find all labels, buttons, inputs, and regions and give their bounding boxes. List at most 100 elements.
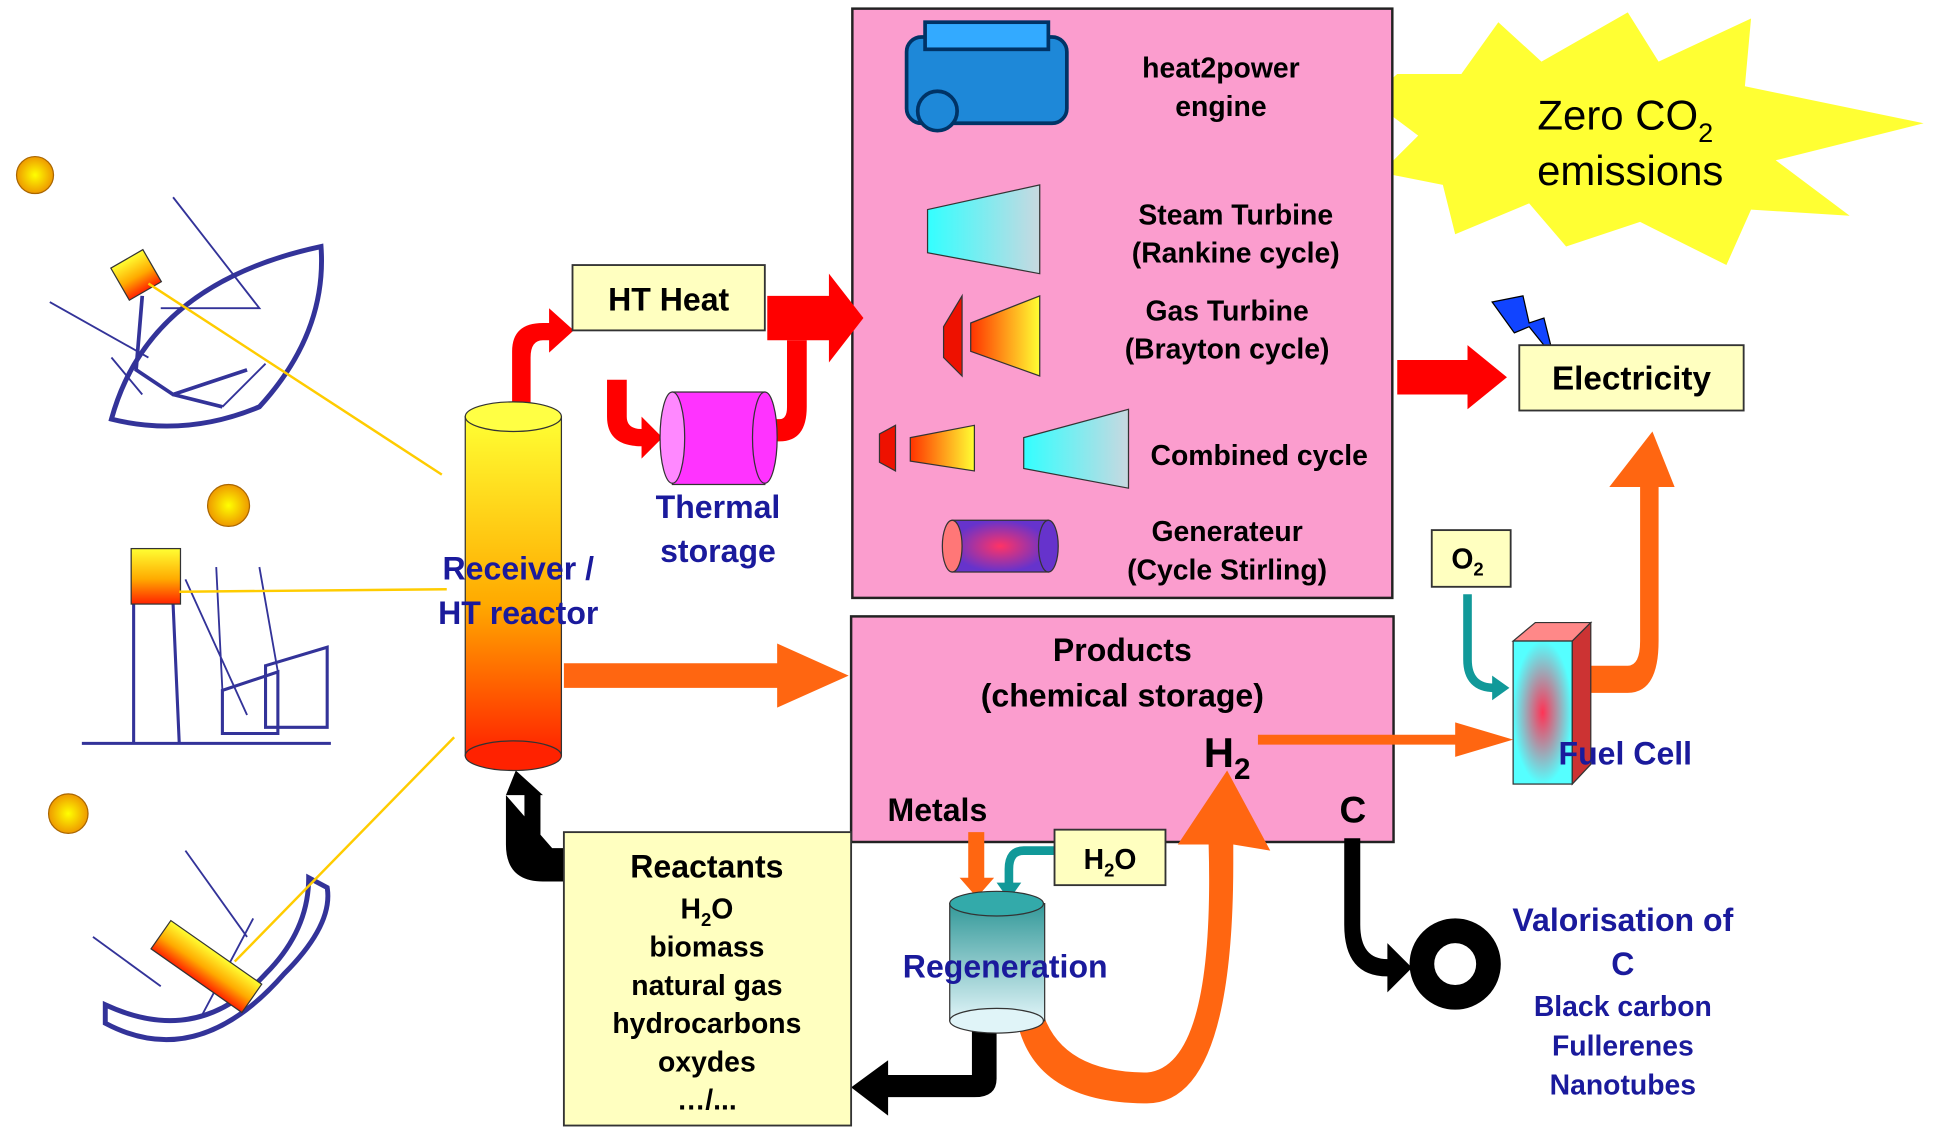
receiver-label: HT reactor xyxy=(438,595,598,631)
shape-part xyxy=(233,736,456,963)
shape-part xyxy=(767,273,864,363)
teal-arrows xyxy=(1004,594,1495,886)
engine-line: engine xyxy=(1175,91,1266,123)
products-label: (chemical storage) xyxy=(981,677,1264,713)
trough-receiver xyxy=(150,919,263,1014)
shape-part xyxy=(1512,640,1573,785)
ht-heat: HT Heat xyxy=(608,282,729,318)
label-part: H xyxy=(680,893,700,925)
shape-part xyxy=(1257,722,1514,757)
shape-part xyxy=(81,603,331,745)
shape-part xyxy=(505,770,566,882)
gas-turbine xyxy=(942,293,1041,378)
h2o-box xyxy=(1053,828,1167,887)
products-label: Products xyxy=(1053,632,1192,668)
valorisation-item: Black carbon xyxy=(1534,991,1712,1023)
shape-part xyxy=(464,401,563,433)
dish-receiver xyxy=(109,248,163,302)
regeneration-vessel xyxy=(949,890,1046,1034)
shape-part xyxy=(206,483,251,528)
engine-line: Combined cycle xyxy=(1150,440,1367,472)
steam-turbine xyxy=(926,184,1041,275)
regeneration-label: Regeneration xyxy=(903,949,1108,985)
tower-receiver xyxy=(130,547,182,605)
black-arrows xyxy=(505,770,1413,1116)
reactants-item: natural gas xyxy=(631,970,782,1002)
electricity-box xyxy=(1518,344,1745,412)
o2: O2 xyxy=(1451,543,1483,579)
thermal-storage xyxy=(659,391,778,486)
shape-part xyxy=(671,391,766,486)
label-part: H xyxy=(1204,729,1234,776)
label-part: 2 xyxy=(1698,117,1713,148)
shape-part xyxy=(563,643,849,708)
valorisation-item: Fullerenes xyxy=(1552,1030,1694,1062)
shape-part xyxy=(751,391,778,484)
shape-part xyxy=(959,832,995,898)
ht-heat-box xyxy=(571,264,766,332)
label-part: 2 xyxy=(1104,860,1114,881)
products-box xyxy=(849,615,1395,844)
product-arrows xyxy=(563,431,1675,1104)
shape-part xyxy=(134,295,248,409)
label-part: 2 xyxy=(1234,753,1250,786)
shape-part xyxy=(942,293,963,378)
shape-part xyxy=(102,873,331,1043)
shape-part xyxy=(951,519,1049,573)
label-part: O xyxy=(1114,844,1136,876)
thermal-storage-label: storage xyxy=(660,533,776,569)
shape-part xyxy=(851,1029,997,1116)
shape-part xyxy=(878,424,897,472)
valorisation-label: C xyxy=(1611,946,1634,982)
valorisation-label: Valorisation of xyxy=(1512,902,1733,938)
engine-line: Steam Turbine xyxy=(1138,199,1333,231)
teal-head xyxy=(1492,675,1510,701)
sun-beams xyxy=(147,282,456,963)
shape-part xyxy=(1397,345,1507,410)
shape-part xyxy=(1344,838,1413,993)
engine-line: heat2power xyxy=(1142,53,1300,85)
shape-part xyxy=(512,308,574,407)
engine-line: Gas Turbine xyxy=(1145,296,1308,328)
carbon-ring xyxy=(1409,918,1501,1010)
engine-line: Generateur xyxy=(1152,516,1303,548)
shape-part xyxy=(941,519,963,573)
o2-box xyxy=(1430,529,1512,588)
shape-part xyxy=(764,340,807,442)
shape-part xyxy=(184,566,279,716)
label-part: Zero CO xyxy=(1537,91,1698,138)
label-part: 2 xyxy=(1473,559,1483,580)
receiver-reactor xyxy=(464,401,563,772)
shape-part xyxy=(915,89,959,133)
shape-part xyxy=(1590,431,1675,693)
shape-part xyxy=(1017,770,1271,1104)
suns xyxy=(15,155,251,834)
shape-part xyxy=(949,903,1046,1022)
zero-co2: Zero CO2 xyxy=(1537,91,1713,147)
shape-part xyxy=(179,588,447,593)
reactants-box xyxy=(562,831,853,1127)
shape-part xyxy=(108,243,324,429)
shape-part xyxy=(1463,594,1495,693)
reactants-item: …/... xyxy=(677,1085,737,1117)
solar-tower xyxy=(81,603,331,745)
engine-line: (Brayton cycle) xyxy=(1125,334,1330,366)
solar-dish xyxy=(108,243,324,429)
reactants-title: Reactants xyxy=(630,849,783,885)
fuel-cell-label: Fuel Cell xyxy=(1559,735,1693,771)
shape-part xyxy=(49,196,267,408)
shape-part xyxy=(1037,519,1059,573)
fuel-cell xyxy=(1511,621,1593,786)
shape-part xyxy=(607,379,663,459)
thermal-storage-label: Thermal xyxy=(656,489,781,525)
shape-part xyxy=(15,155,55,195)
shape-part xyxy=(949,890,1045,917)
carbon: C xyxy=(1340,789,1367,830)
sun-rays xyxy=(49,196,279,1024)
lightning xyxy=(1491,295,1555,358)
shape-part xyxy=(909,424,976,472)
shape-part xyxy=(147,282,443,476)
shape-part xyxy=(970,294,1041,377)
